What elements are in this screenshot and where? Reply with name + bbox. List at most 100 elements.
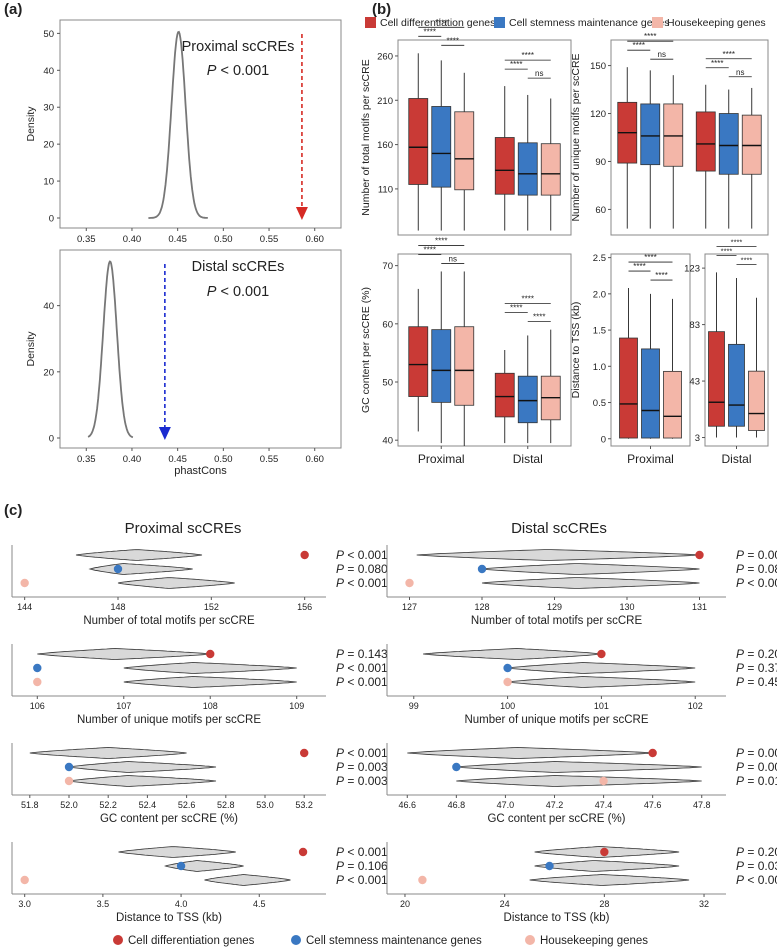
x-tick-label: 102 [688,701,703,711]
legend-label-house: Housekeeping genes [667,17,766,29]
observed-dot [695,550,704,560]
observed-dot [418,875,427,885]
null-density-curve [148,30,208,219]
y-tick-label: 2.5 [593,253,606,264]
x-axis-label: Number of unique motifs per scCRE [77,714,261,726]
y-tick-label: 20 [43,367,54,378]
observed-dot [300,550,309,560]
x-tick-label: 52.2 [99,800,117,810]
observed-dot [503,677,512,687]
null-violin [117,577,235,589]
x-tick-label: 108 [203,701,218,711]
plot-frame [397,253,572,447]
observed-dot [545,861,554,871]
panel-b-legend: Cell differentiation genes Cell stemness… [365,17,766,29]
x-axis-label: Number of unique motifs per scCRE [464,714,648,726]
box-body [517,375,538,424]
signif-label: ns [535,69,543,78]
violin-plot-c7: 3.0 3.5 4.0 4.5 Distance to TSS (kb) P < 0.00… [11,842,388,924]
observed-dot [64,762,74,772]
signif-label: **** [447,36,459,45]
plot-frame [397,39,572,236]
x-tick-label: 47.6 [644,800,662,810]
x-tick-label: 148 [110,602,125,612]
x-tick-label: 3.5 [97,899,110,909]
x-tick-label: 52.8 [217,800,235,810]
box-body [640,103,661,166]
null-violin [529,874,690,886]
signif-label: **** [711,59,723,68]
null-density-curve [87,260,134,439]
signif-label: **** [522,51,534,60]
y-tick-label: 260 [377,51,393,62]
legend-dot-stem [291,935,301,945]
x-tick-label: Distal [513,452,543,466]
box-body [741,114,762,175]
signif-label: ns [449,254,457,263]
violin-pvalue: P = 0.085 [736,562,777,576]
y-tick-label: 10 [43,177,54,188]
y-tick-label: 2.0 [593,289,606,300]
observed-arrow-head [158,427,171,440]
y-tick-label: 40 [43,66,54,77]
observed-dot [64,776,74,786]
x-tick-label: 47.2 [546,800,564,810]
violin-pvalue: P = 0.143 [336,647,388,661]
violin-pvalue: P = 0.080 [336,562,388,576]
null-violin [68,761,217,773]
x-tick-label: 47.4 [595,800,613,810]
null-violin [507,662,696,674]
null-violin [481,563,700,575]
density-pvalue: P < 0.001 [207,284,269,300]
observed-dot [405,578,414,588]
box-body [708,331,725,427]
violin-pvalue: P = 0.012 [736,774,777,788]
y-tick-label: 43 [689,377,700,388]
violin-pvalue: P = 0.003 [336,760,388,774]
legend-c-label-house: Housekeeping genes [540,935,648,947]
signif-label: **** [655,271,667,280]
box-body [748,370,765,431]
observed-dot [648,748,657,758]
null-violin [416,549,700,561]
signif-label: **** [633,262,645,271]
x-tick-label: 47.8 [693,800,711,810]
signif-label: **** [510,304,522,313]
density-title: Distal scCREs [192,259,285,275]
observed-dot [206,649,215,659]
y-tick-label: 110 [378,184,393,195]
y-tick-label: 123 [684,264,700,275]
box-body [728,343,745,427]
x-tick-label: Distal [721,452,751,466]
y-tick-label: 60 [382,319,393,330]
panel-c-titles: Proximal scCREs Distal scCREs [125,520,607,537]
y-tick-label: 210 [377,96,393,107]
violin-pvalue: P = 0.459 [736,675,777,689]
x-tick-label: 51.8 [21,800,39,810]
box-body [718,113,739,175]
x-axis-label: Distance to TSS (kb) [116,912,222,924]
box-body [663,103,684,167]
observed-dot [33,677,42,687]
x-tick-label: 152 [204,602,219,612]
x-tick-label: 99 [409,701,419,711]
null-violin [456,775,702,787]
y-tick-label: 150 [590,61,606,72]
box-body [431,106,452,188]
null-violin [481,577,700,589]
box-body [454,326,475,406]
legend-swatch-house [652,17,663,28]
violin-plot-c5: 51.8 52.0 52.2 52.4 52.6 52.8 53.0 53.2 GC conte… [11,743,388,825]
null-violin [507,676,696,688]
observed-dot [298,847,308,857]
violin-pvalue: P = 0.003 [736,760,777,774]
box-body [494,372,515,418]
density-title: Proximal scCREs [182,39,295,55]
violin-pvalue: P = 0.001 [736,548,777,562]
violin-plot-c8: 20 24 28 32 Distance to TSS (kb) P = 0.203P =… [386,842,777,924]
y-tick-label: 3 [695,433,700,444]
x-tick-label: Proximal [418,452,465,466]
null-violin [534,860,680,872]
x-tick-label: 109 [289,701,304,711]
